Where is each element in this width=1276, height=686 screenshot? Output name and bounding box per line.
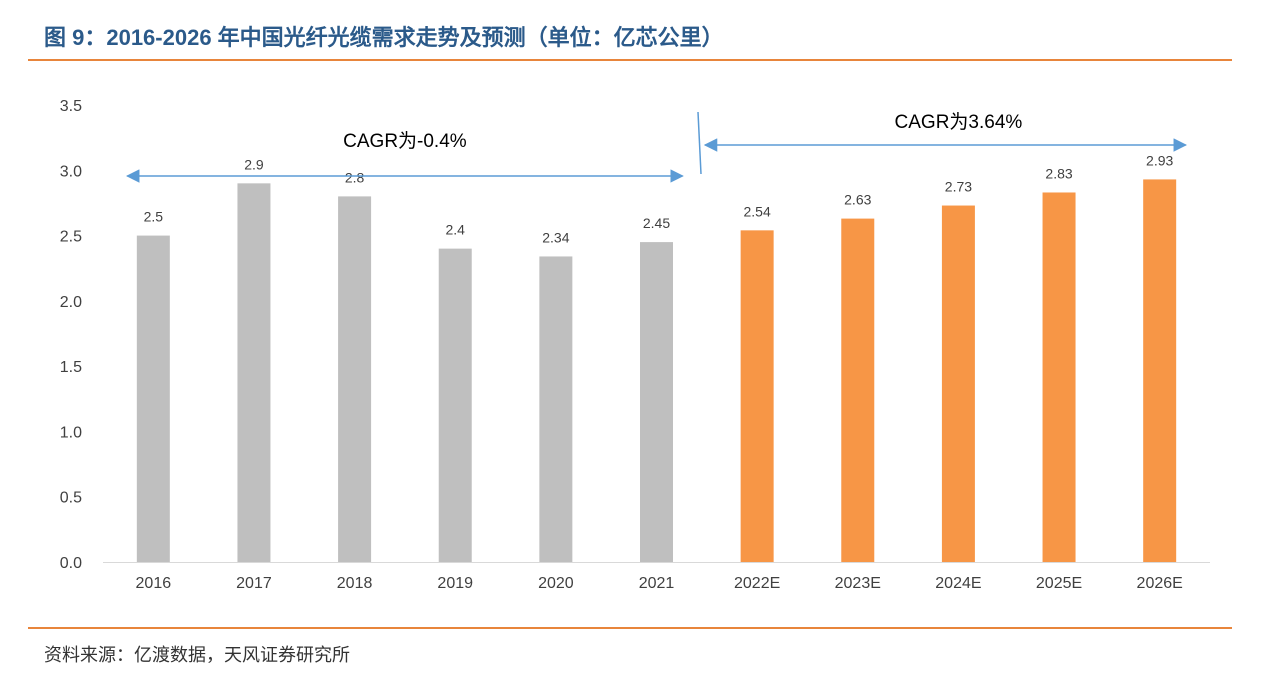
x-tick-label: 2019 bbox=[437, 575, 473, 592]
x-tick-label: 2026E bbox=[1137, 575, 1183, 592]
x-tick-label: 2017 bbox=[236, 575, 272, 592]
data-label: 2.93 bbox=[1146, 152, 1173, 168]
period-divider bbox=[697, 111, 702, 175]
data-label: 2.5 bbox=[144, 209, 164, 225]
data-label: 2.45 bbox=[643, 215, 670, 231]
data-label: 2.8 bbox=[345, 169, 365, 185]
source-note: 资料来源：亿渡数据，天风证券研究所 bbox=[44, 645, 350, 665]
x-tick-label: 2023E bbox=[835, 575, 881, 592]
cagr-label: CAGR为-0.4% bbox=[343, 130, 467, 152]
bar bbox=[941, 205, 975, 563]
x-tick-label: 2025E bbox=[1036, 575, 1082, 592]
x-tick-label: 2022E bbox=[734, 575, 780, 592]
bar bbox=[438, 248, 472, 562]
x-tick-label: 2020 bbox=[538, 575, 574, 592]
x-tick-label: 2024E bbox=[935, 575, 981, 592]
bar bbox=[136, 235, 170, 563]
y-tick-label: 0.5 bbox=[60, 490, 82, 507]
chart-title: 图 9：2016-2026 年中国光纤光缆需求走势及预测（单位：亿芯公里） bbox=[44, 25, 724, 50]
x-tick-label: 2016 bbox=[136, 575, 172, 592]
bottom-divider bbox=[28, 627, 1232, 629]
bar bbox=[1143, 179, 1177, 562]
data-label: 2.4 bbox=[445, 222, 465, 238]
x-tick-label: 2021 bbox=[639, 575, 675, 592]
data-label: 2.83 bbox=[1045, 165, 1072, 181]
y-tick-label: 3.5 bbox=[60, 98, 82, 115]
bar bbox=[841, 218, 875, 562]
bar bbox=[539, 256, 573, 562]
y-tick-label: 2.0 bbox=[60, 294, 82, 311]
data-label: 2.54 bbox=[744, 203, 771, 219]
data-label: 2.34 bbox=[542, 229, 569, 245]
bar bbox=[1042, 192, 1076, 563]
data-label: 2.9 bbox=[244, 156, 264, 172]
y-tick-label: 1.0 bbox=[60, 424, 82, 441]
bar bbox=[338, 196, 372, 562]
y-tick-label: 1.5 bbox=[60, 359, 82, 376]
data-label: 2.73 bbox=[945, 179, 972, 195]
bar bbox=[237, 183, 271, 563]
data-label: 2.63 bbox=[844, 192, 871, 208]
bar bbox=[740, 230, 774, 562]
y-tick-label: 0.0 bbox=[60, 555, 82, 572]
y-tick-label: 3.0 bbox=[60, 163, 82, 180]
cagr-label: CAGR为3.64% bbox=[895, 111, 1023, 133]
bar bbox=[640, 242, 673, 562]
top-divider bbox=[28, 59, 1232, 61]
y-tick-label: 2.5 bbox=[60, 229, 82, 246]
x-tick-label: 2018 bbox=[337, 575, 373, 592]
